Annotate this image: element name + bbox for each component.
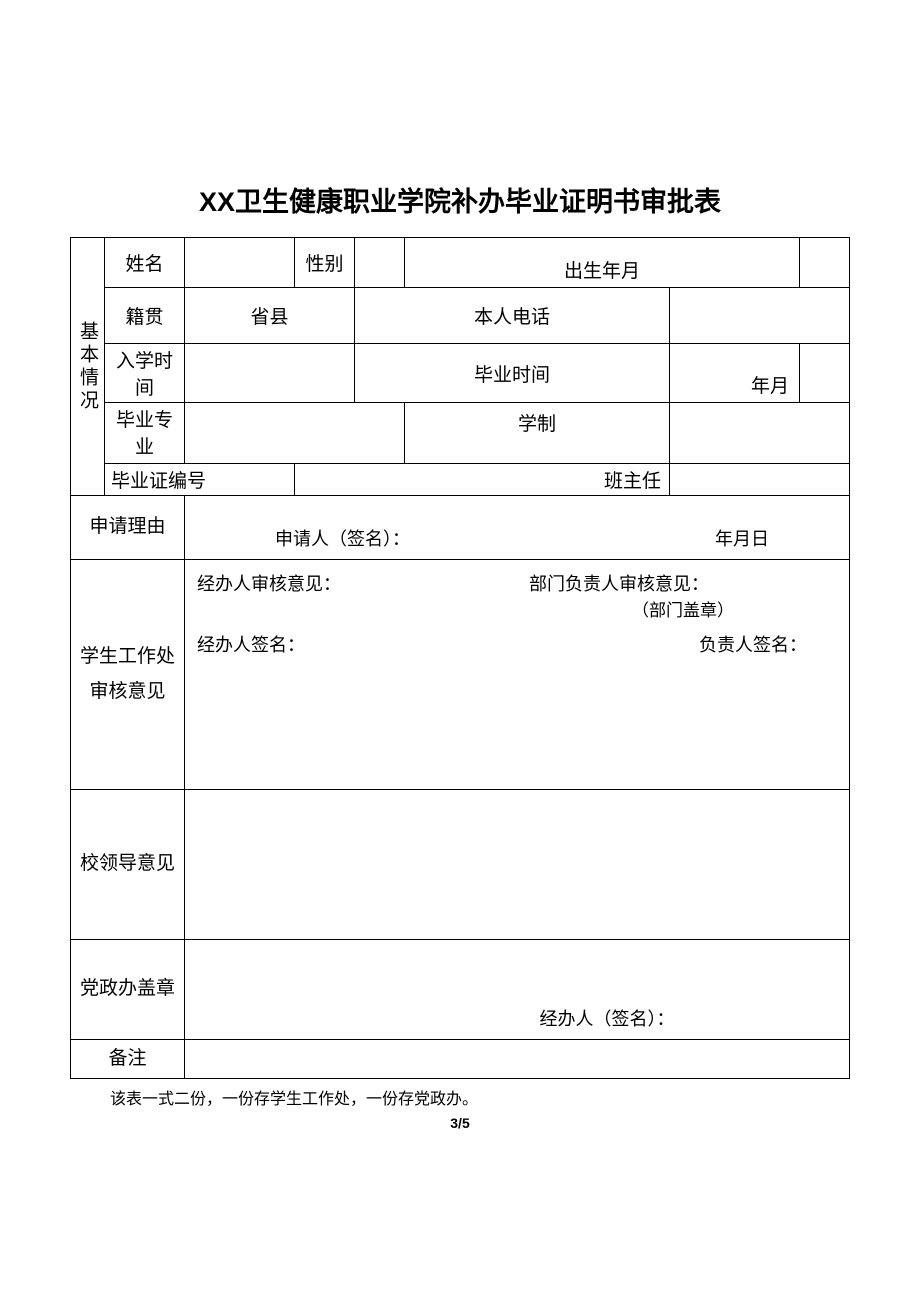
party-office-label: 党政办盖章: [71, 940, 185, 1040]
party-handler-sign-label: 经办人（签名）：: [540, 1009, 675, 1029]
major-value[interactable]: [185, 403, 405, 464]
party-office-content[interactable]: 经办人（签名）：: [185, 940, 850, 1040]
remark-label: 备注: [71, 1040, 185, 1079]
duration-value[interactable]: [670, 403, 850, 464]
page-number: 3/5: [70, 1115, 850, 1131]
birth-value[interactable]: [800, 238, 850, 288]
major-label: 毕业专业: [105, 403, 185, 464]
applicant-sign-label: 申请人（签名）：: [275, 525, 410, 551]
headteacher-label: 班主任: [295, 464, 670, 496]
stamp-label: （部门盖章）: [529, 596, 837, 621]
year-month-label: 年月: [670, 344, 800, 403]
leader-sign-label: 负责人签名：: [529, 631, 837, 657]
duration-label: 学制: [405, 403, 670, 464]
handler-sign-label: 经办人签名：: [197, 631, 505, 657]
phone-label: 本人电话: [355, 288, 670, 344]
headteacher-value[interactable]: [670, 464, 850, 496]
handler-opinion-label: 经办人审核意见：: [197, 570, 505, 596]
birth-label: 出生年月: [405, 238, 800, 288]
phone-value[interactable]: [670, 288, 850, 344]
name-label: 姓名: [105, 238, 185, 288]
student-office-label: 学生工作处审核意见: [71, 560, 185, 790]
student-office-content[interactable]: 经办人审核意见： 经办人签名： 部门负责人审核意见： （部门盖章） 负责人签名：: [185, 560, 850, 790]
basic-section-label: 基本情况: [71, 238, 105, 496]
grad-time-label: 毕业时间: [355, 344, 670, 403]
school-leader-label: 校领导意见: [71, 790, 185, 940]
enroll-label: 入学时间: [105, 344, 185, 403]
name-value[interactable]: [185, 238, 295, 288]
year-month-value[interactable]: [800, 344, 850, 403]
reason-label: 申请理由: [71, 496, 185, 560]
enroll-value[interactable]: [185, 344, 355, 403]
cert-no-label: 毕业证编号: [105, 464, 295, 496]
form-title: XX卫生健康职业学院补办毕业证明书审批表: [70, 180, 850, 219]
origin-label: 籍贯: [105, 288, 185, 344]
reason-content[interactable]: 申请人（签名）： 年月日: [185, 496, 850, 560]
gender-label: 性别: [295, 238, 355, 288]
school-leader-content[interactable]: [185, 790, 850, 940]
remark-content[interactable]: [185, 1040, 850, 1079]
footer-note: 该表一式二份，一份存学生工作处，一份存党政办。: [110, 1085, 850, 1109]
gender-value[interactable]: [355, 238, 405, 288]
approval-form-table: 基本情况 姓名 性别 出生年月 籍贯 省县 本人电话 入学时间 毕业时间 年月 …: [70, 237, 850, 1079]
reason-date-label: 年月日: [715, 525, 769, 551]
origin-value[interactable]: 省县: [185, 288, 355, 344]
leader-opinion-label: 部门负责人审核意见：: [529, 570, 837, 596]
